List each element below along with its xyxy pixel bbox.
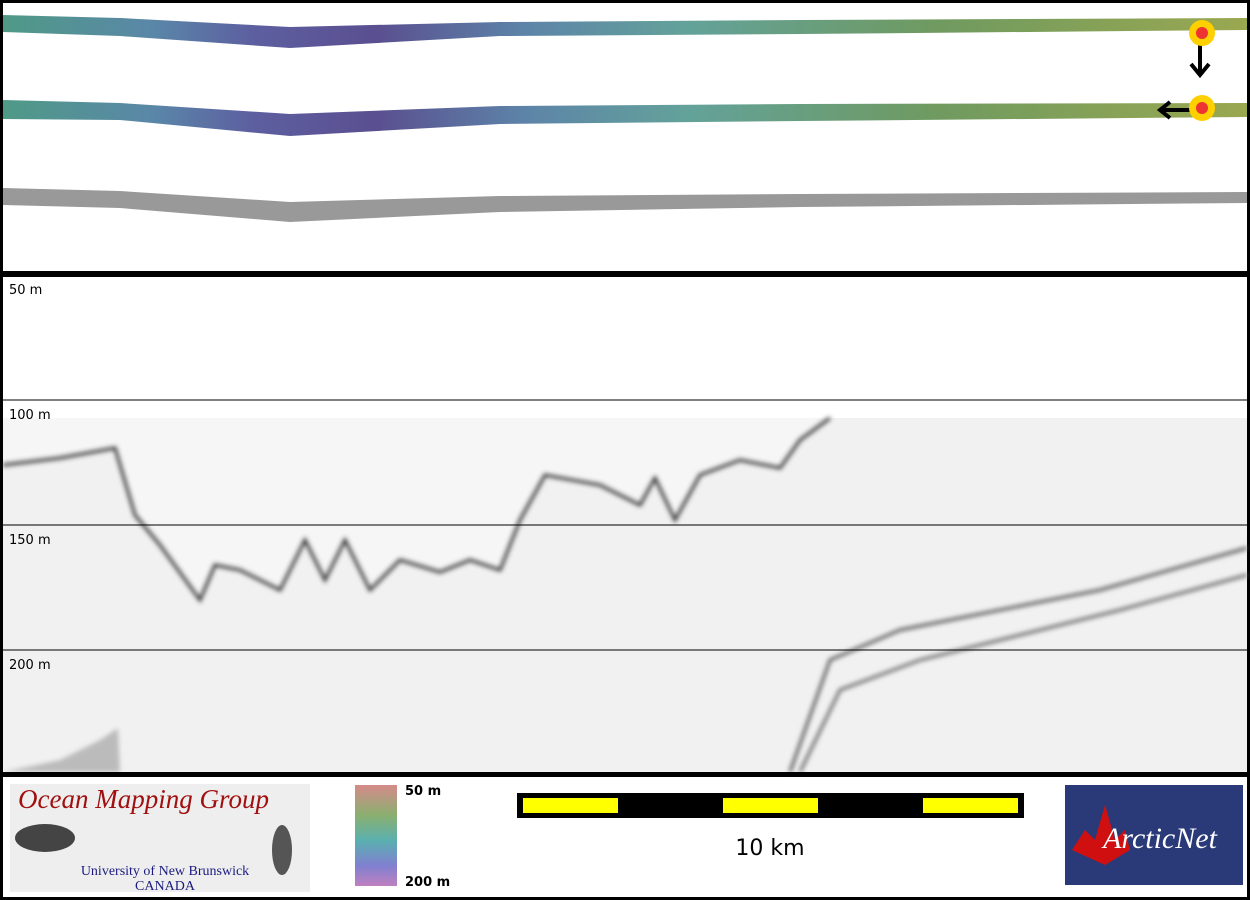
logo-right: ArcticNet <box>1065 785 1243 885</box>
separator <box>0 271 1250 277</box>
separator <box>0 772 1250 777</box>
logo-title: Ocean Mapping Group <box>18 784 269 814</box>
depth-label: 150 m <box>9 533 51 548</box>
depth-label: 50 m <box>9 283 42 298</box>
scale-bar: 10 km <box>517 793 1024 861</box>
logo-title: ArcticNet <box>1101 822 1218 855</box>
logo-line: CANADA <box>135 879 196 894</box>
swaths <box>3 15 1247 222</box>
scale-label: 10 km <box>735 836 804 861</box>
colorbar: 50 m 200 m <box>355 784 450 890</box>
echogram: 50 m 100 m 150 m 200 m <box>2 283 1248 773</box>
logo-left: Ocean Mapping Group University of New Br… <box>10 784 310 894</box>
colorbar-label: 200 m <box>405 875 450 890</box>
depth-label: 100 m <box>9 408 51 423</box>
logo-line: University of New Brunswick <box>81 864 249 879</box>
depth-label: 200 m <box>9 658 51 673</box>
colorbar-label: 50 m <box>405 784 441 799</box>
